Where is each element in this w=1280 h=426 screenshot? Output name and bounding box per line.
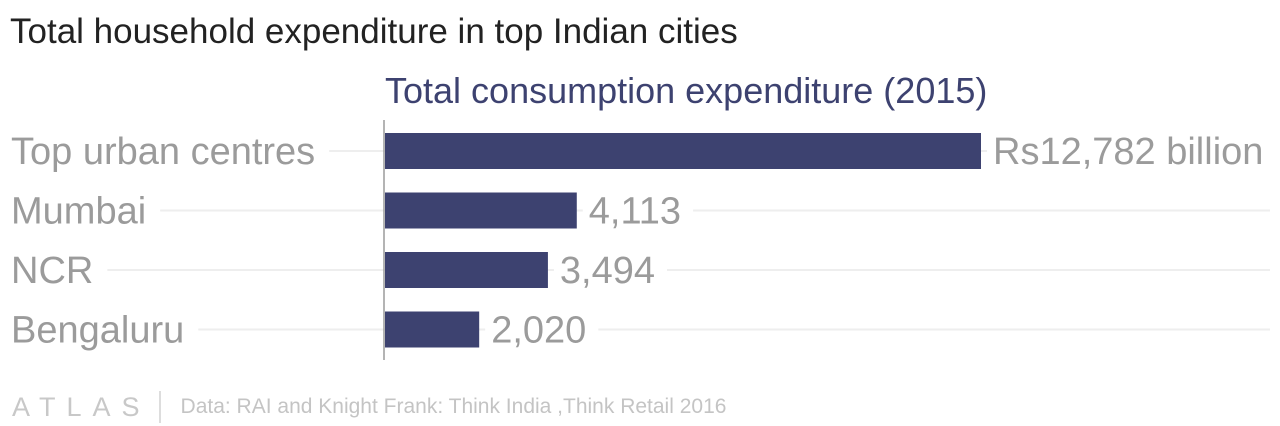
- label-backdrop: [9, 206, 161, 215]
- footer: ATLAS Data: RAI and Knight Frank: Think …: [12, 390, 726, 424]
- label-backdrop: [987, 147, 1276, 155]
- category-labels: Top urban centres Mumbai NCR Bengaluru: [11, 131, 315, 352]
- chart-subtitle: Total consumption expenditure (2015): [385, 70, 987, 111]
- category-label-bengaluru: Bengaluru: [11, 310, 184, 352]
- label-backdrop: [553, 266, 668, 274]
- category-label-ncr: NCR: [11, 250, 93, 292]
- bar-mumbai: [385, 192, 577, 229]
- label-backdrop: [9, 266, 108, 274]
- bar-ncr: [385, 252, 548, 288]
- bar-top-urban-centres: [385, 133, 981, 169]
- value-label-mumbai: 4,113: [589, 191, 681, 233]
- footer-divider: [158, 391, 161, 423]
- label-backdrop: [485, 325, 599, 334]
- category-label-top-urban-centres: Top urban centres: [11, 131, 315, 173]
- bars: [385, 133, 981, 348]
- value-label-ncr: 3,494: [560, 250, 655, 292]
- chart-title: Total household expenditure in top India…: [10, 12, 738, 51]
- bar-chart: Total consumption expenditure (2015) Top…: [9, 70, 1276, 360]
- bar-bengaluru: [385, 311, 480, 348]
- category-label-mumbai: Mumbai: [11, 191, 146, 233]
- value-label-top-urban-centres: Rs12,782 billion: [993, 131, 1263, 173]
- label-backdrop: [9, 325, 199, 334]
- value-labels: Rs12,782 billion 4,113 3,494 2,020: [491, 131, 1263, 352]
- label-backdrop: [582, 206, 694, 215]
- value-label-bengaluru: 2,020: [491, 310, 586, 352]
- atlas-logo: ATLAS: [12, 391, 151, 422]
- source-note: Data: RAI and Knight Frank: Think India …: [180, 395, 727, 418]
- label-backdrop: [9, 147, 330, 155]
- gridlines: [9, 147, 1276, 334]
